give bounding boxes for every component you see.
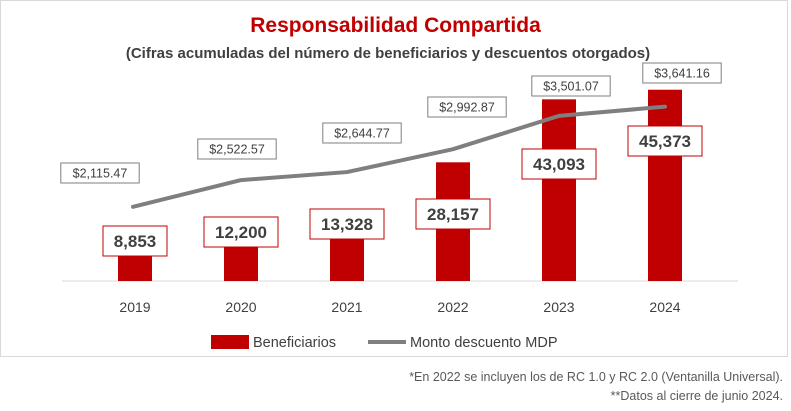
- x-tick-label: 2020: [225, 299, 256, 315]
- x-tick-label: 2023: [543, 299, 574, 315]
- legend-swatch-beneficiarios: [211, 335, 249, 349]
- x-tick-label: 2019: [119, 299, 150, 315]
- chart-plot: 8,853 12,200 13,328 28,157 43,093 45,373 $2,11…: [60, 62, 738, 351]
- bar-data-label: 12,200: [215, 223, 267, 242]
- footnote-2: **Datos al cierre de junio 2024.: [610, 389, 783, 403]
- bar-data-label: 45,373: [639, 132, 691, 151]
- bar-label-box: [415, 198, 491, 230]
- line-label-box: [60, 162, 140, 184]
- line-data-label: $3,641.16: [654, 67, 710, 81]
- bar-label-box: [521, 148, 597, 180]
- x-tick-label: 2022: [437, 299, 468, 315]
- bar-beneficiarios: [542, 99, 576, 281]
- bar-label-box: [309, 208, 385, 240]
- bar-data-label: 13,328: [321, 215, 373, 234]
- footnote-1: *En 2022 se incluyen los de RC 1.0 y RC …: [409, 370, 783, 384]
- chart-title: Responsabilidad Compartida: [250, 14, 541, 37]
- bar-label-box: [203, 216, 279, 248]
- line-data-label: $2,992.87: [439, 101, 495, 115]
- legend-label-beneficiarios: Beneficiarios: [253, 335, 336, 351]
- bar-label-box: [102, 225, 168, 257]
- x-tick-label: 2024: [649, 299, 680, 315]
- bar-data-label: 8,853: [114, 232, 157, 251]
- line-label-box: [642, 62, 722, 84]
- bar-beneficiarios: [648, 89, 682, 282]
- bar-label-box: [627, 125, 703, 157]
- line-label-box: [197, 138, 277, 160]
- line-monto-descuento: [131, 104, 667, 209]
- x-tick-label: 2021: [331, 299, 362, 315]
- line-data-label: $2,115.47: [73, 167, 128, 181]
- line-data-label: $2,644.77: [334, 127, 390, 141]
- chart-subtitle: (Cifras acumuladas del número de benefic…: [125, 45, 651, 62]
- legend-label-monto: Monto descuento MDP: [410, 335, 558, 351]
- line-data-label: $2,522.57: [209, 143, 265, 157]
- line-label-box: [531, 75, 611, 97]
- bar-data-label: 43,093: [533, 155, 585, 174]
- line-label-box: [427, 96, 507, 118]
- line-data-label: $3,501.07: [543, 80, 599, 94]
- line-label-box: [322, 122, 402, 144]
- bar-data-label: 28,157: [427, 205, 479, 224]
